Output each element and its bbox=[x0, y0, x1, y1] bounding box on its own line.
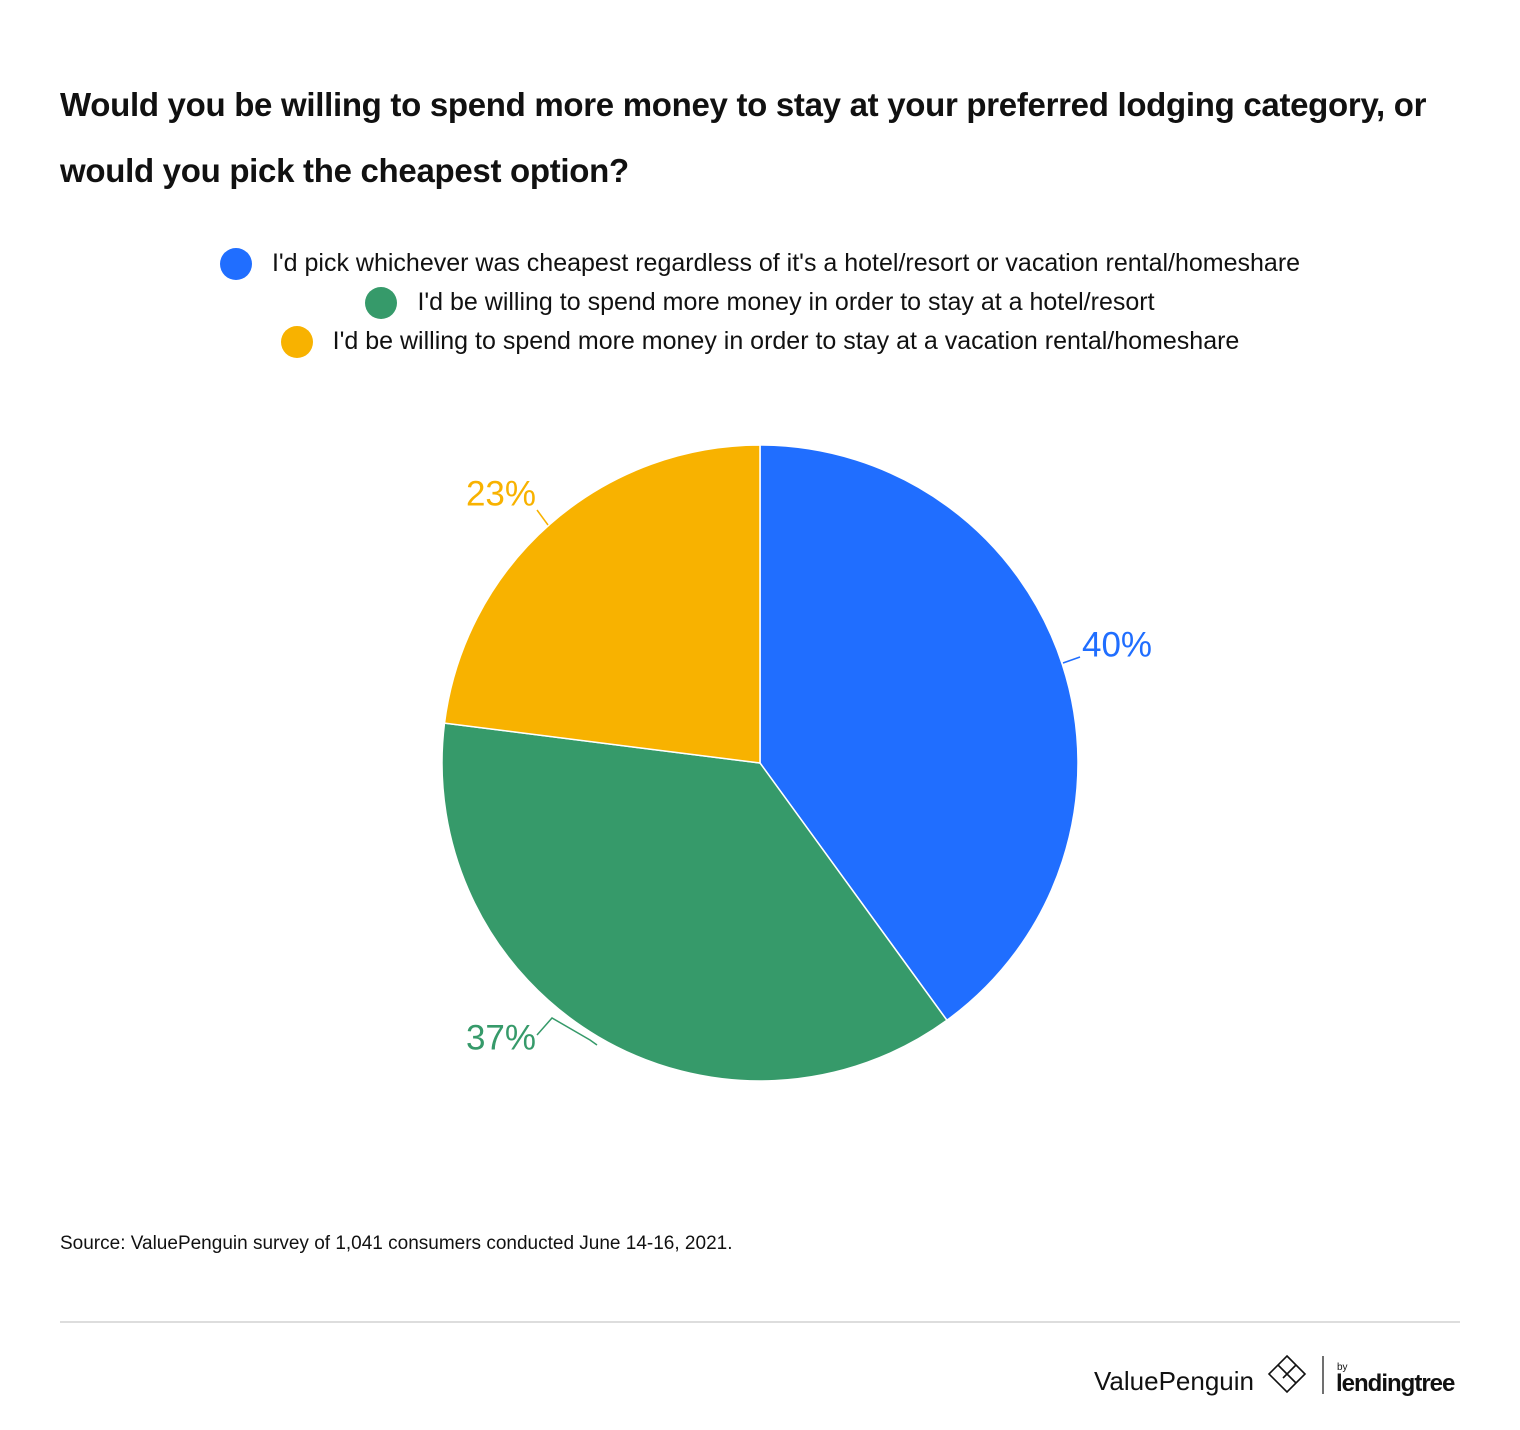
legend-item: I'd be willing to spend more money in or… bbox=[365, 283, 1155, 322]
legend: I'd pick whichever was cheapest regardle… bbox=[0, 244, 1520, 361]
divider bbox=[60, 1321, 1460, 1323]
source-note: Source: ValuePenguin survey of 1,041 con… bbox=[60, 1233, 733, 1254]
legend-swatch bbox=[365, 286, 398, 319]
data-label: 40% bbox=[1082, 625, 1152, 664]
legend-item: I'd pick whichever was cheapest regardle… bbox=[219, 244, 1301, 283]
leader-line bbox=[1062, 656, 1081, 664]
legend-swatch bbox=[280, 325, 313, 358]
pie-slice bbox=[441, 722, 948, 1082]
brand-logo: ValuePenguin bbox=[1094, 1366, 1254, 1396]
legend-swatch bbox=[219, 247, 252, 280]
pie-slice bbox=[443, 444, 761, 764]
chart-title: Would you be willing to spend more money… bbox=[60, 86, 1427, 189]
leader-line bbox=[536, 1017, 598, 1046]
leader-line bbox=[536, 509, 549, 526]
legend-label: I'd be willing to spend more money in or… bbox=[417, 288, 1155, 316]
data-label: 23% bbox=[466, 474, 536, 513]
legend-label: I'd be willing to spend more money in or… bbox=[332, 327, 1240, 355]
legend-item: I'd be willing to spend more money in or… bbox=[280, 322, 1240, 361]
logo-by: by bbox=[1337, 1362, 1348, 1373]
pie-slice bbox=[759, 444, 1079, 1022]
legend-label: I'd pick whichever was cheapest regardle… bbox=[271, 249, 1301, 277]
data-label: 37% bbox=[466, 1018, 536, 1057]
partner-logo: lendingtree bbox=[1336, 1370, 1455, 1397]
